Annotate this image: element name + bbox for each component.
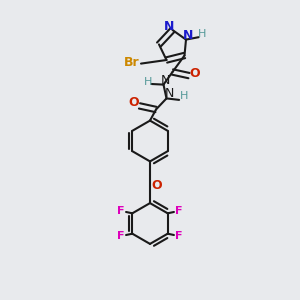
Text: H: H (180, 91, 189, 101)
Text: F: F (117, 206, 125, 216)
Text: F: F (117, 231, 125, 241)
Text: F: F (175, 206, 183, 216)
Text: N: N (161, 74, 171, 87)
Text: O: O (151, 179, 162, 192)
Text: N: N (183, 28, 194, 42)
Text: O: O (129, 96, 140, 110)
Text: H: H (144, 76, 152, 87)
Text: H: H (198, 29, 207, 39)
Text: N: N (165, 87, 174, 101)
Text: Br: Br (124, 56, 140, 70)
Text: N: N (164, 20, 175, 33)
Text: F: F (175, 231, 183, 241)
Text: O: O (190, 67, 200, 80)
